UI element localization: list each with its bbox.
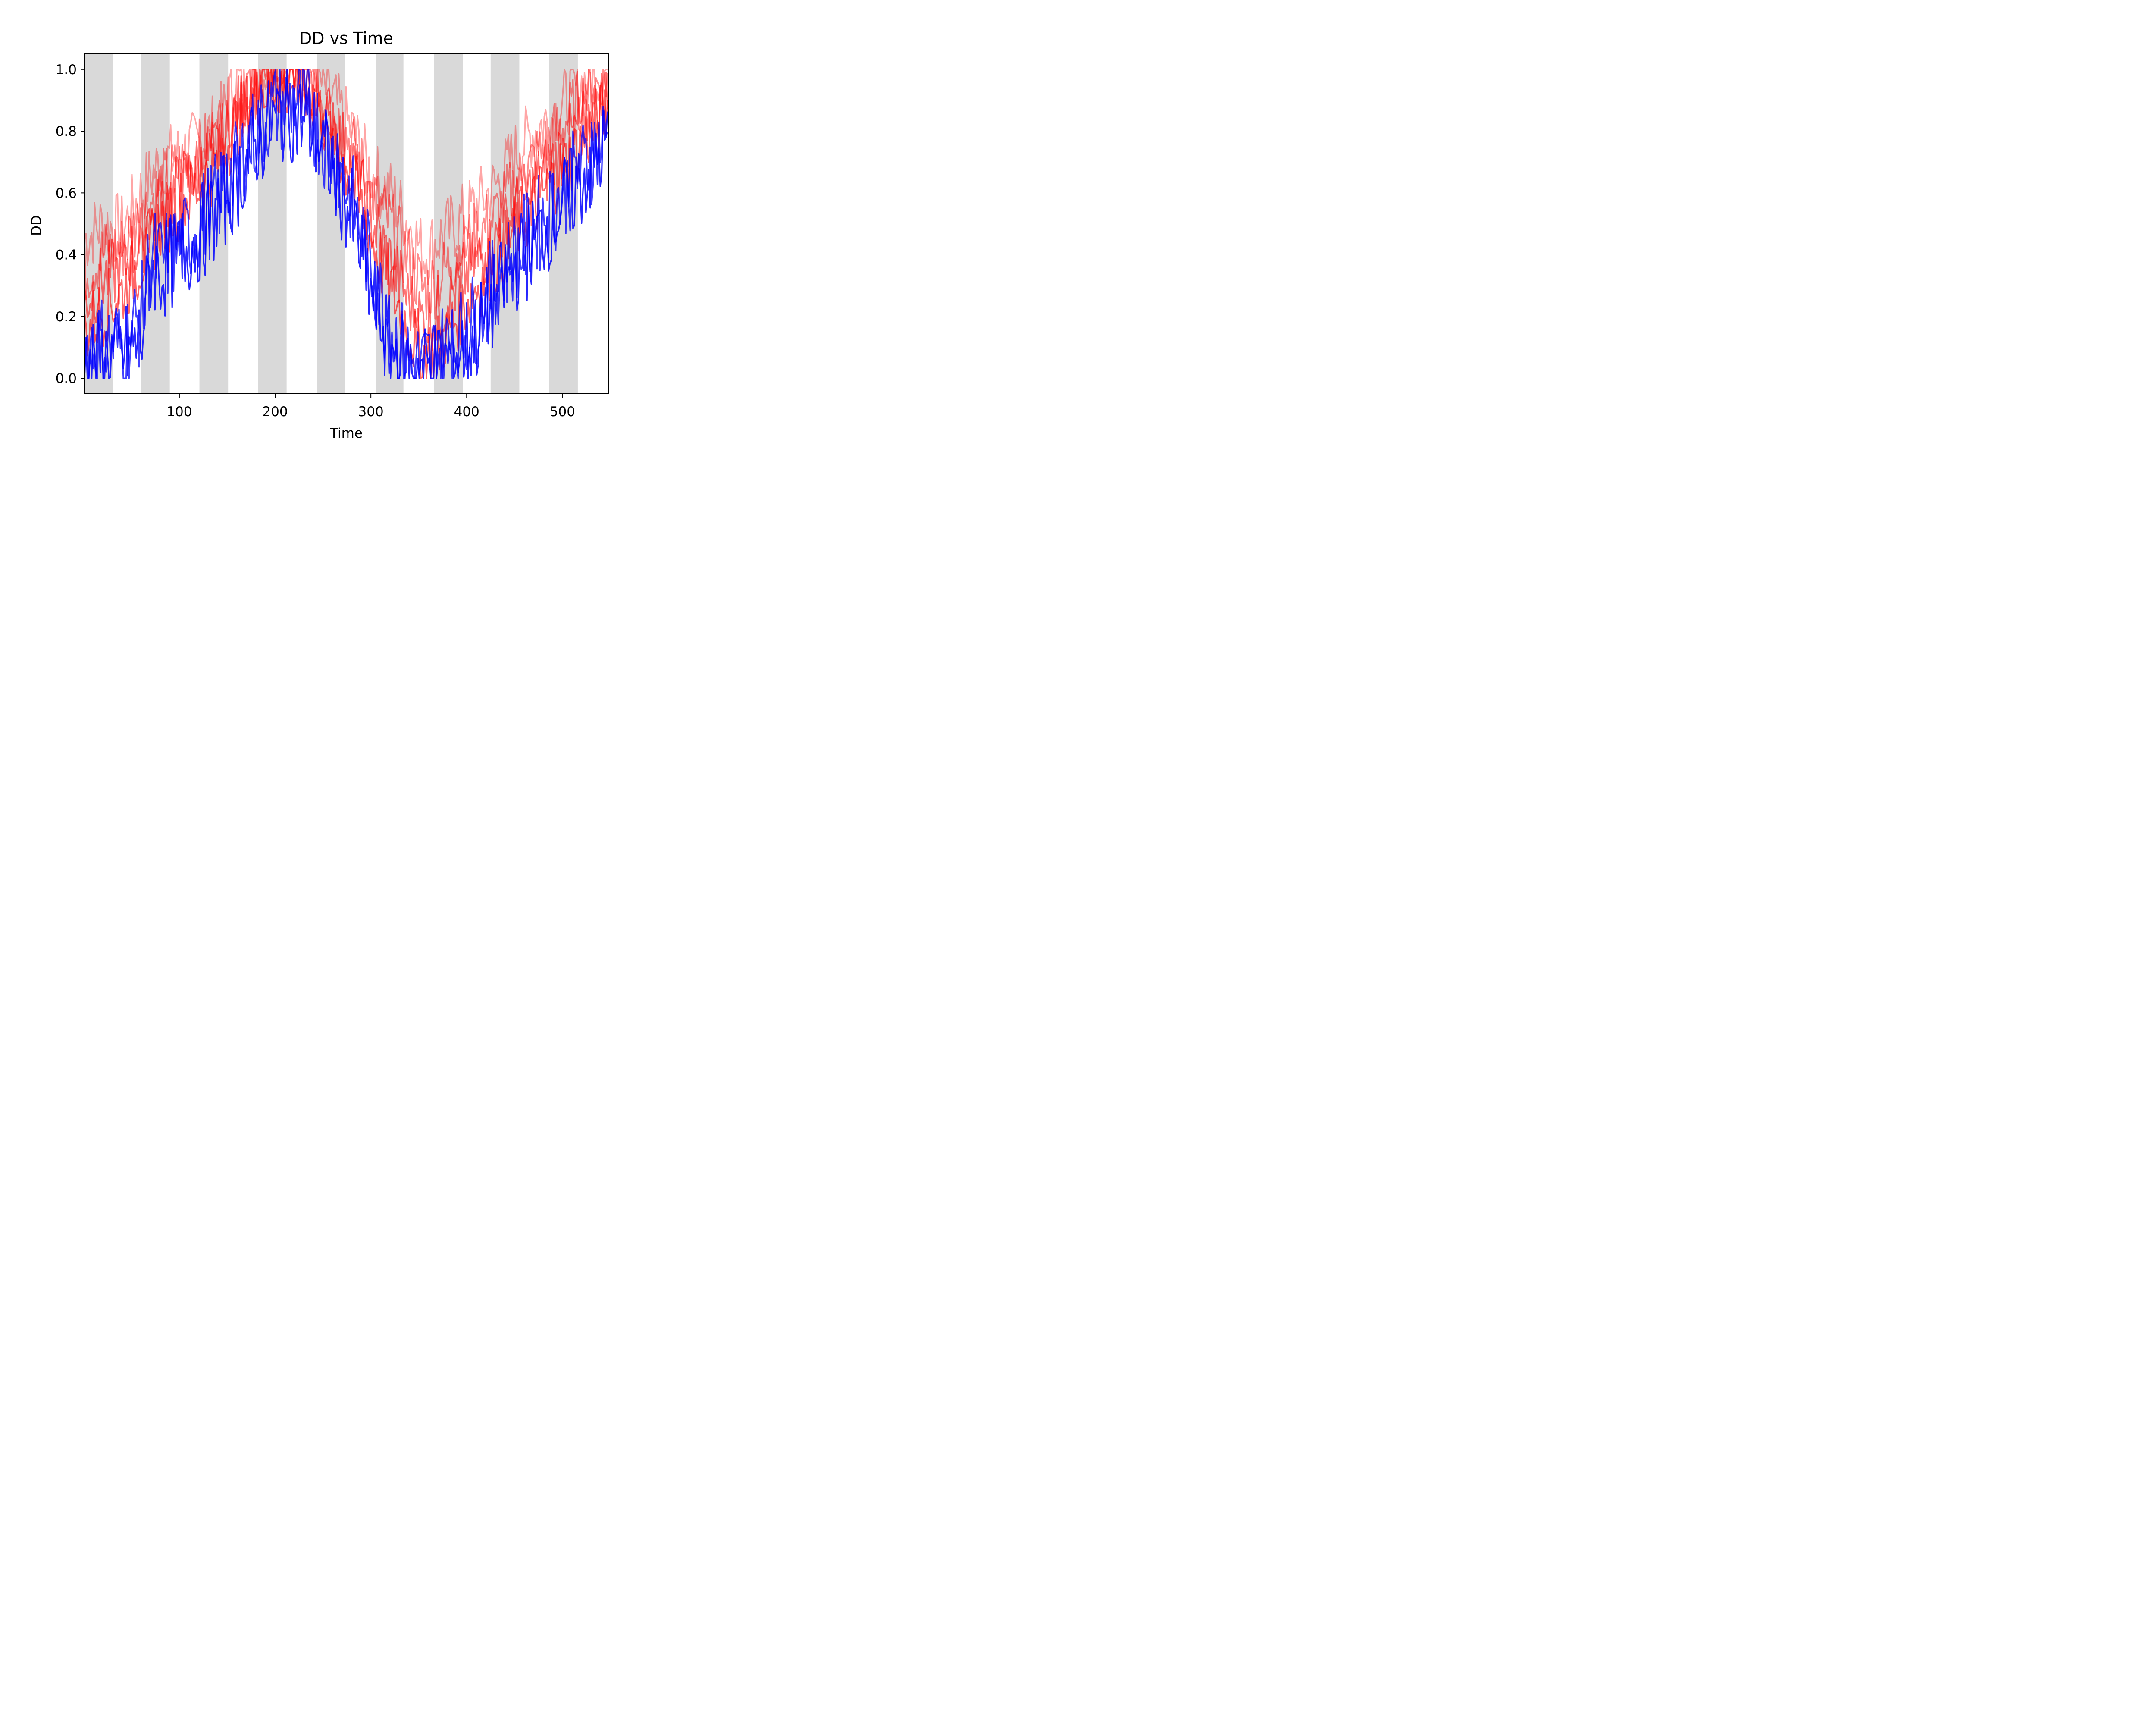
y-tick-label-2: 0.4 (56, 248, 77, 263)
plot-frame (84, 53, 609, 394)
x-tick-label-200: 200 (262, 404, 288, 420)
y-tick-label-1: 0.2 (56, 309, 77, 325)
y-tick-label-0: 0.0 (56, 371, 77, 386)
series-line-red-2 (84, 69, 608, 320)
x-tick-label-400: 400 (454, 404, 479, 420)
y-tick-label-5: 1.0 (56, 62, 77, 78)
x-tick-label-100: 100 (166, 404, 192, 420)
y-tick-label-4: 0.8 (56, 124, 77, 139)
x-tick-label-500: 500 (550, 404, 575, 420)
series-line-blue-6 (84, 69, 608, 379)
x-axis-label: Time (329, 426, 363, 441)
chart-title: DD vs Time (299, 29, 393, 48)
axes: 100 200 300 400 500 0.0 0.2 0.4 0.6 0.8 1.0 (56, 53, 609, 420)
y-tick-label-3: 0.6 (56, 185, 77, 201)
shaded-band-3 (199, 54, 229, 394)
y-axis-label: DD (29, 215, 44, 236)
series-line-red-4 (84, 69, 608, 379)
series-lines (84, 69, 608, 379)
series-line-red-1 (84, 69, 608, 285)
x-tick-label-300: 300 (358, 404, 384, 420)
chart: DD vs Time 100 200 300 400 500 0.0 0.2 0.4 0.6 0.… (0, 0, 673, 448)
